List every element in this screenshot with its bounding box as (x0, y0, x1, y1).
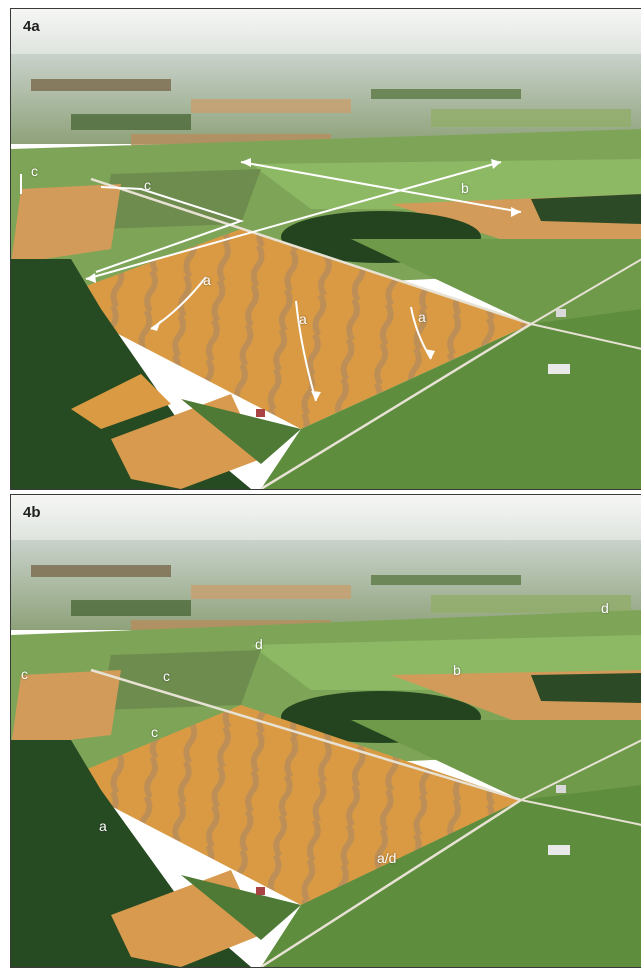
annotation-a: a (418, 309, 426, 325)
annotation-a: a (299, 311, 307, 327)
panel-label: 4b (23, 504, 41, 521)
panel-label: 4a (23, 18, 40, 35)
panel-4b: 4b a a/d b c c c d d (10, 494, 641, 968)
annotation-c: c (151, 724, 158, 740)
panel-4a: 4a a a a b c c (10, 8, 641, 490)
annotation-b: b (453, 662, 461, 678)
annotation-d: d (601, 600, 609, 616)
annotation-c: c (163, 668, 170, 684)
annotation-c: c (21, 666, 28, 682)
annotation-a: a (99, 818, 107, 834)
aerial-photo-4b (11, 495, 641, 967)
annotation-a-d: a/d (377, 850, 397, 866)
annotation-b: b (461, 180, 469, 196)
annotation-d: d (255, 636, 263, 652)
annotation-a: a (203, 272, 211, 288)
annotation-c: c (31, 163, 38, 179)
aerial-photo-4a (11, 9, 641, 489)
annotation-c: c (144, 177, 151, 193)
